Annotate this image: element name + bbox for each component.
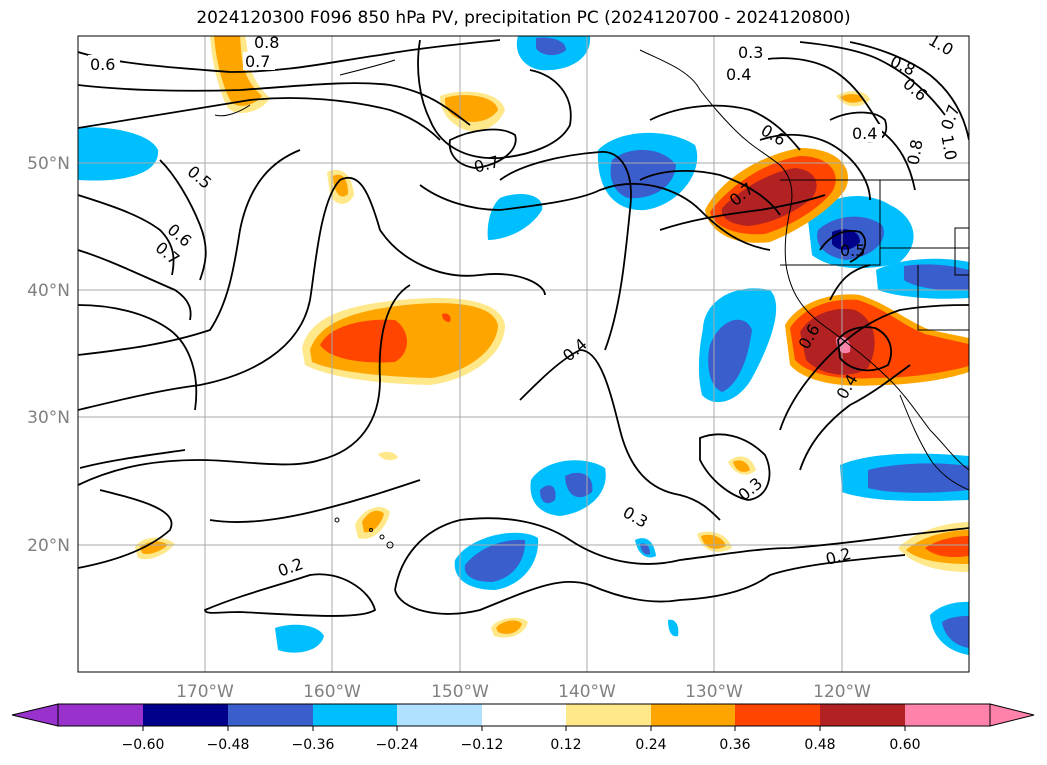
contour-label: 0.3	[738, 43, 763, 62]
colorbar-tick-label: 0.48	[804, 737, 835, 753]
map-title: 2024120300 F096 850 hPa PV, precipitatio…	[196, 8, 851, 28]
colorbar-segment	[482, 704, 566, 726]
colorbar-segment	[397, 704, 482, 726]
colorbar-outline	[57, 703, 991, 727]
colorbar-segment	[820, 704, 905, 726]
coastlines	[214, 49, 969, 549]
lat-label: 30°N	[27, 408, 70, 428]
colorbar-segment	[735, 704, 820, 726]
lat-label: 20°N	[27, 536, 70, 556]
lon-label: 150°W	[431, 682, 489, 702]
contour-label: 0.8	[903, 138, 926, 166]
longitude-labels: 170°W 160°W 150°W 140°W 130°W 120°W	[176, 682, 871, 702]
colorbar-extend-low	[11, 703, 59, 727]
pv-contours	[78, 39, 969, 617]
colorbar: −0.60 −0.48 −0.36 −0.24 −0.12 0.12 0.24 …	[11, 703, 1035, 753]
contour-label: 0.4	[726, 65, 751, 84]
colorbar-tick-label: 0.24	[635, 737, 666, 753]
colorbar-tick-label: −0.36	[292, 737, 335, 753]
colorbar-tick-label: −0.60	[122, 737, 165, 753]
colorbar-tick-label: 0.60	[889, 737, 920, 753]
map-frame	[77, 35, 970, 673]
lat-label: 40°N	[27, 281, 70, 301]
colorbar-tick-label: 0.12	[550, 737, 581, 753]
colorbar-segment	[905, 704, 990, 726]
colorbar-segment	[651, 704, 735, 726]
contour-label: 0.7	[245, 52, 270, 71]
colorbar-tick-label: −0.12	[461, 737, 504, 753]
colorbar-tick-label: −0.48	[207, 737, 250, 753]
colorbar-segment	[143, 704, 228, 726]
lon-label: 140°W	[558, 682, 616, 702]
colorbar-extend-high	[989, 703, 1035, 727]
colorbar-tick-label: −0.24	[376, 737, 419, 753]
colorbar-segment	[566, 704, 651, 726]
lon-label: 120°W	[813, 682, 871, 702]
latitude-labels: 50°N 40°N 30°N 20°N	[27, 154, 70, 556]
colorbar-tick-label: 0.36	[719, 737, 750, 753]
contour-label: 0.8	[254, 33, 279, 52]
contour-label: 1.0	[937, 133, 960, 161]
lon-label: 160°W	[303, 682, 361, 702]
contour-label: 0.5	[840, 241, 865, 260]
colorbar-segment	[313, 704, 397, 726]
lon-label: 170°W	[176, 682, 234, 702]
colorbar-segment	[58, 704, 143, 726]
contour-label: 0.4	[852, 124, 877, 143]
lat-label: 50°N	[27, 154, 70, 174]
colorbar-segment	[228, 704, 313, 726]
lon-label: 130°W	[685, 682, 743, 702]
contour-label: 0.6	[90, 55, 115, 74]
graticule	[78, 36, 969, 672]
